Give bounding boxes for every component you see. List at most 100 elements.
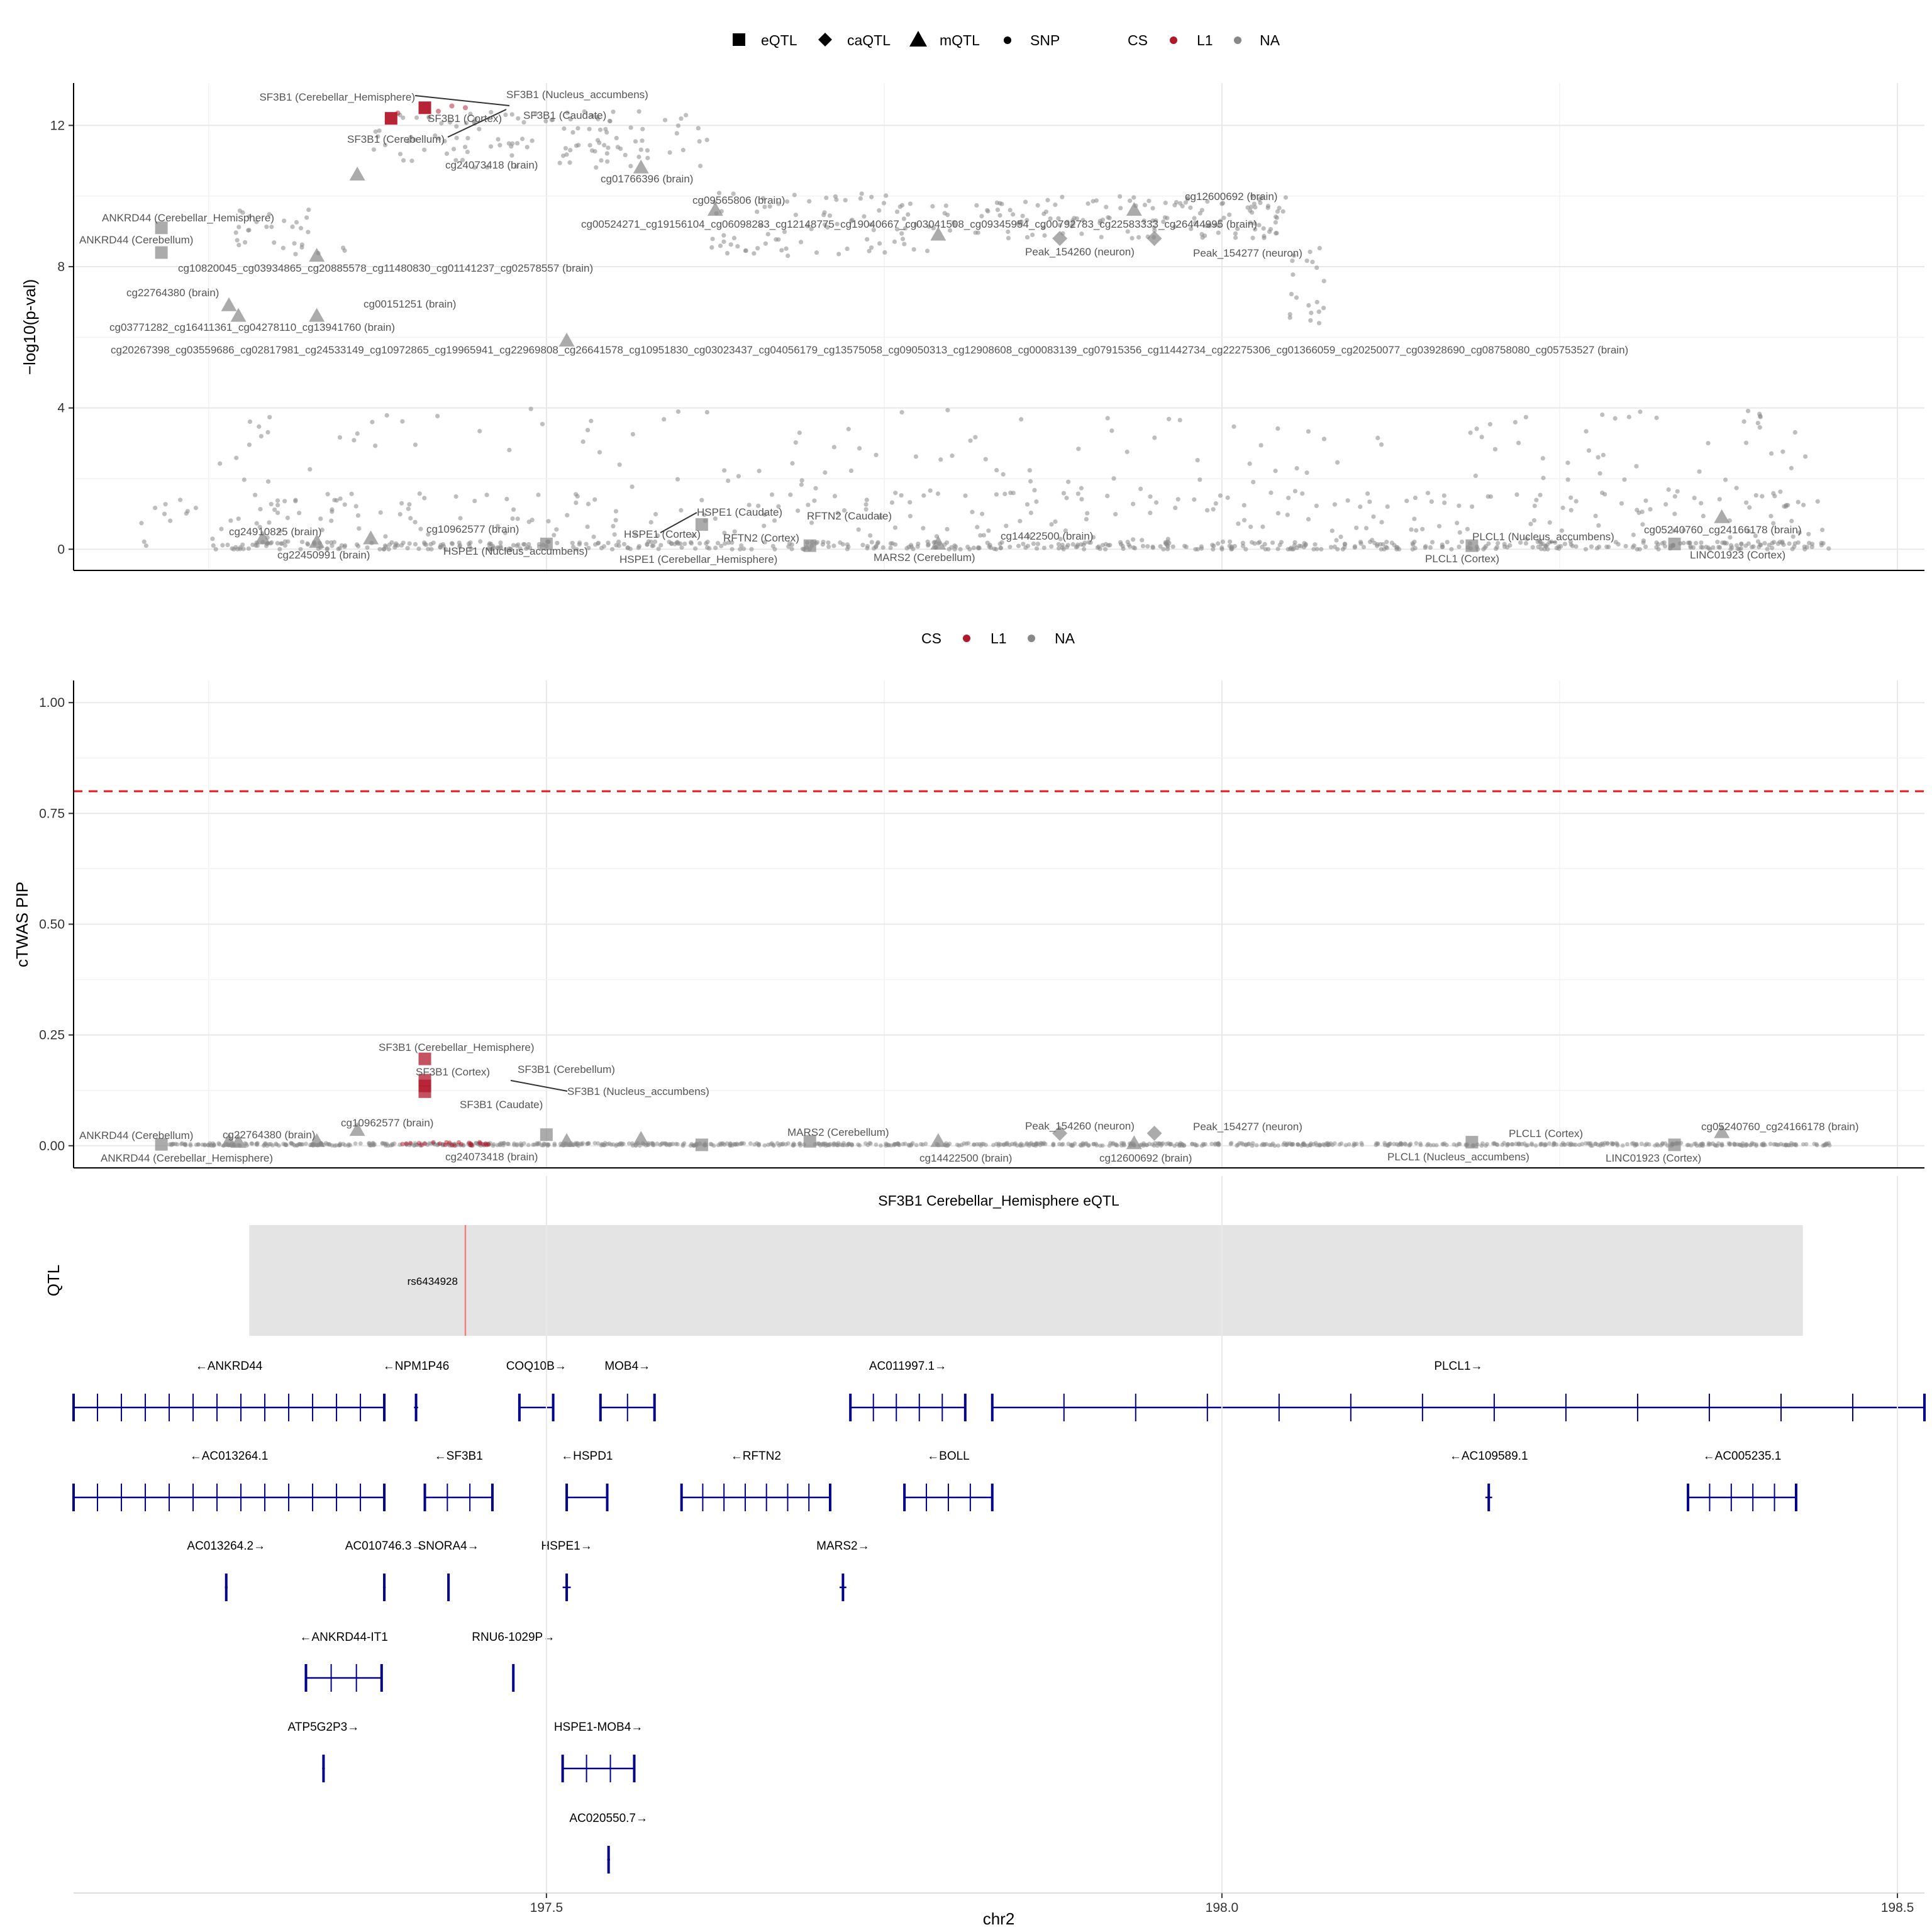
background-snp-point [1701,513,1706,519]
background-snp-point [906,545,911,550]
background-snp-point [1457,544,1462,550]
background-snp-point [1425,491,1431,496]
background-snp-point [1640,522,1645,527]
background-snp-point [1302,541,1307,546]
background-snp-point [469,547,474,552]
background-snp-point [1663,502,1668,507]
background-snp-point [577,540,582,545]
background-snp-point [1304,470,1309,475]
background-snp-point [504,496,509,502]
background-snp-point [1106,543,1111,548]
gene-exon [192,1394,194,1421]
legend-cs-title: CS [921,630,941,647]
background-snp-point [1330,528,1335,533]
gene-model: COQ10B→ [506,1360,567,1421]
background-snp-point [1689,1143,1694,1148]
background-snp-point [856,527,861,532]
background-snp-point [1284,1142,1289,1147]
background-snp-point [1413,495,1418,501]
lead-snp-label: rs6434928 [408,1275,458,1287]
background-snp-point [645,148,650,153]
background-snp-point [1132,546,1138,551]
background-snp-point [397,152,403,157]
background-snp-point [330,543,335,548]
background-snp-point [1035,541,1041,547]
background-snp-point [667,150,672,155]
gene-exon [225,1574,228,1601]
gene-name-label: AC011997.1→ [869,1360,947,1373]
background-snp-point [655,1141,660,1146]
background-snp-point [240,210,245,215]
background-snp-point [255,543,260,548]
background-snp-point [881,201,887,206]
gene-name-label: SNORA4→ [418,1540,479,1553]
qtl-feature-point [1668,537,1681,550]
background-snp-point [675,123,681,128]
background-snp-point [968,438,973,443]
background-snp-point [772,547,777,552]
background-snp-point [846,426,851,431]
background-snp-point [1672,511,1677,516]
gene-model: SNORA4→ [418,1540,479,1601]
annotation-label: Peak_154260 (neuron) [1025,246,1135,258]
gene-exon [1421,1394,1423,1421]
leader-line [414,95,510,106]
background-snp-point [1741,419,1746,424]
background-snp-point [721,239,726,244]
background-snp-point [947,1141,952,1146]
background-snp-point [491,545,496,550]
qtl-feature-point [1052,231,1068,247]
background-snp-point [963,493,968,498]
background-snp-point [697,139,702,144]
qtl-feature-point [695,518,708,531]
annotation-label: SF3B1 (Cortex) [428,113,502,125]
background-snp-point [1091,199,1096,204]
background-snp-point [594,114,599,119]
gene-exon [653,1394,656,1421]
background-snp-point [1429,499,1434,504]
background-snp-point [797,430,802,435]
background-snp-point [518,546,523,551]
background-snp-point [1431,1143,1436,1148]
background-snp-point [1743,1143,1748,1148]
background-snp-point [763,241,768,246]
background-snp-point [1294,465,1299,471]
panel1-gridlines [74,83,1924,570]
background-snp-point [739,543,744,548]
qtl-feature-point [309,308,325,322]
background-snp-point [1066,479,1071,484]
qtl-feature-point [349,167,365,181]
background-snp-point [1479,1143,1484,1148]
annotation-label: HSPE1 (Cortex) [624,528,701,540]
panel2-legend: CS L1 NA [921,630,1075,647]
gene-exon [121,1484,123,1511]
background-snp-point [1018,221,1023,226]
background-snp-point [1631,532,1636,538]
background-snp-point [1626,414,1631,419]
background-snp-point [705,545,710,550]
background-snp-point [1768,1141,1773,1146]
background-snp-point [1172,224,1177,230]
background-snp-point [495,545,500,550]
background-snp-point [1428,545,1433,550]
background-snp-point [1792,541,1797,546]
gene-exon [723,1484,725,1511]
background-snp-point [799,482,804,487]
gene-model: ATP5G2P3→ [288,1721,359,1782]
background-snp-point [741,1141,747,1146]
background-snp-point [454,135,459,140]
background-snp-point [726,478,731,484]
background-snp-point [1449,547,1454,552]
background-snp-point [535,1142,540,1147]
background-snp-point [489,109,494,115]
background-snp-point [914,1143,919,1148]
background-snp-point [488,144,494,149]
background-snp-point [1768,451,1774,456]
panel2-y-axis-title: cTWAS PIP [13,882,31,967]
background-snp-point [279,541,284,546]
background-snp-point [605,159,610,164]
background-snp-point [1220,539,1226,545]
background-snp-point [413,442,418,447]
background-snp-point [825,225,830,230]
annotation-label: ANKRD44 (Cerebellar_Hemisphere) [101,1152,273,1164]
